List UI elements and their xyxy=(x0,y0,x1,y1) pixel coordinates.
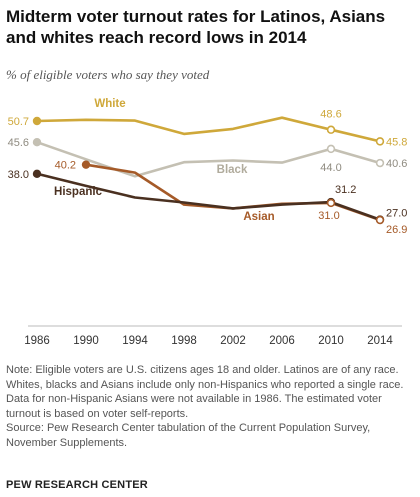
note-line: Data for non-Hispanic Asians were not av… xyxy=(6,393,382,405)
data-label: 27.0 xyxy=(386,208,407,220)
x-tick-label: 1986 xyxy=(24,335,50,347)
line-chart: 50.7 48.6 45.8 45.6 44.0 40.6 38.0 31.2 27.0 40.2… xyxy=(8,98,408,347)
x-tick-label: 2006 xyxy=(269,335,295,347)
note-line: Note: Eligible voters are U.S. citizens … xyxy=(6,364,399,376)
x-axis-ticks: 1986 1990 1994 1998 2002 2006 2010 2014 xyxy=(24,335,393,347)
source-line: Source: Pew Research Center tabulation o… xyxy=(6,422,371,434)
series-name-white: White xyxy=(94,98,125,110)
chart-title: Midterm voter turnout rates for Latinos,… xyxy=(6,7,386,47)
series-line-white xyxy=(35,116,382,143)
data-label: 40.2 xyxy=(55,160,76,172)
note-line: turnout is based on voter self-reports. xyxy=(6,407,189,420)
data-point-white xyxy=(375,137,385,146)
data-label: 45.8 xyxy=(386,136,407,148)
data-point-white xyxy=(326,125,336,134)
data-point-asian xyxy=(81,160,91,169)
chart-notes: Note: Eligible voters are U.S. citizens … xyxy=(6,363,416,450)
x-tick-label: 2002 xyxy=(220,335,246,347)
data-label: 48.6 xyxy=(320,109,341,121)
source-line: November Supplements. xyxy=(6,436,128,449)
data-point-black xyxy=(375,158,385,168)
series-line-black xyxy=(35,140,382,178)
data-label: 26.9 xyxy=(386,224,407,236)
data-label: 31.0 xyxy=(318,210,339,222)
data-label: 31.2 xyxy=(335,184,356,196)
data-label: 38.0 xyxy=(8,169,29,181)
data-point-asian xyxy=(326,198,336,208)
chart-subtitle: % of eligible voters who say they voted xyxy=(6,67,210,82)
x-tick-label: 2014 xyxy=(367,335,393,347)
x-tick-label: 1994 xyxy=(122,335,148,347)
data-label: 40.6 xyxy=(386,158,407,170)
brand-logo-text: PEW RESEARCH CENTER xyxy=(6,479,148,491)
series-points xyxy=(32,116,385,225)
data-label: 45.6 xyxy=(8,137,29,149)
x-tick-label: 1990 xyxy=(73,335,99,347)
series-names: White Black Hispanic Asian xyxy=(54,98,275,223)
x-tick-label: 1998 xyxy=(171,335,197,347)
data-point-white xyxy=(32,116,42,126)
data-point-black xyxy=(32,138,42,147)
x-tick-label: 2010 xyxy=(318,335,344,347)
data-point-black xyxy=(326,144,336,154)
data-label: 50.7 xyxy=(8,116,29,128)
series-name-black: Black xyxy=(217,164,248,176)
data-point-asian xyxy=(375,215,385,225)
data-point-hispanic xyxy=(32,169,42,179)
data-label: 44.0 xyxy=(320,162,341,174)
value-labels: 50.7 48.6 45.8 45.6 44.0 40.6 38.0 31.2 27.0 40.2… xyxy=(8,109,408,236)
series-line-hispanic xyxy=(35,172,382,221)
series-name-asian: Asian xyxy=(243,211,274,223)
series-name-hispanic: Hispanic xyxy=(54,186,103,198)
note-line: Whites, blacks and Asians include only n… xyxy=(6,378,404,391)
